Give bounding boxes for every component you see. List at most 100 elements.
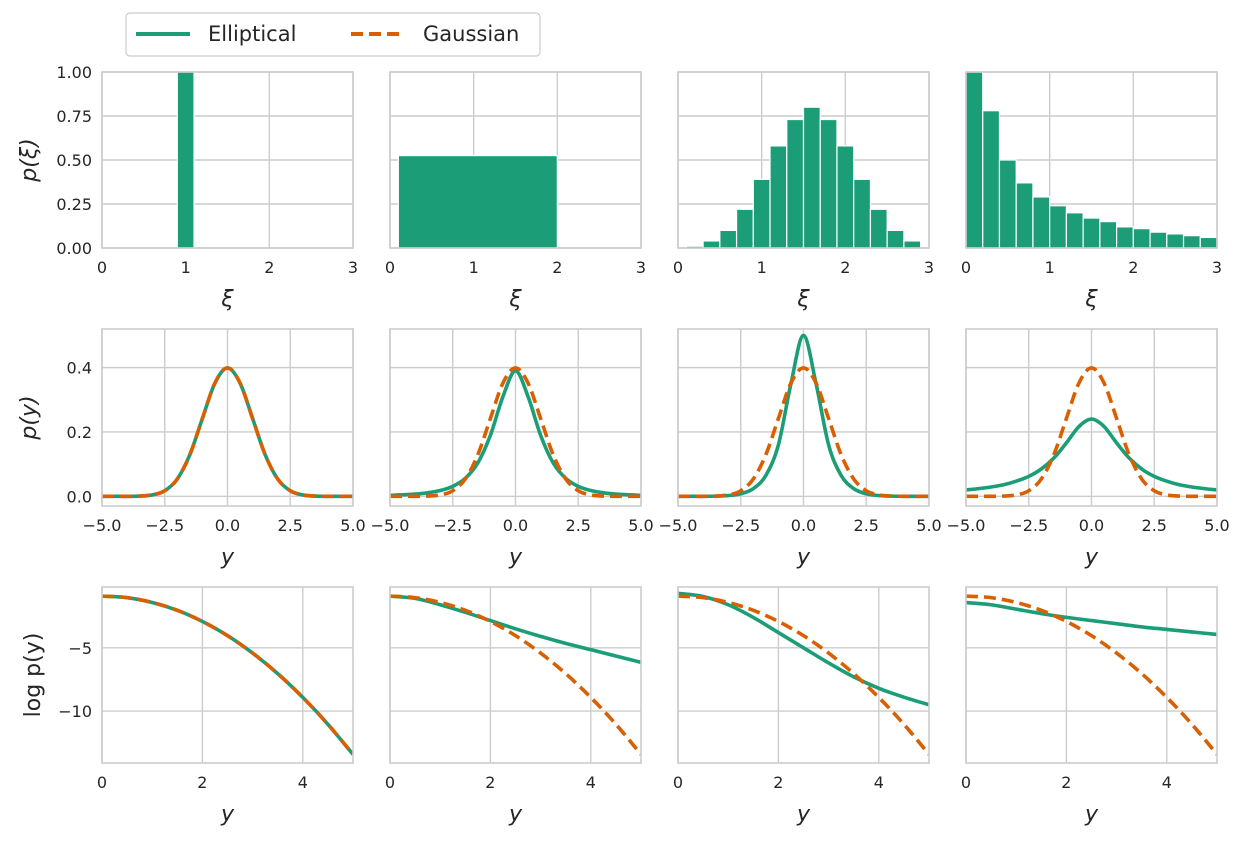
- panel-r3-c3: 0 2 4 y: [673, 586, 930, 827]
- legend-label-gaussian: Gaussian: [423, 22, 519, 46]
- panel-r1-c3-bar-2: [702, 240, 721, 248]
- panel-r2-c3-xtick-label: −2.5: [721, 516, 760, 535]
- panel-r3-c4-frame: [965, 586, 1218, 764]
- panel-r3-c1-xlabel: y: [220, 802, 235, 827]
- panel-r1-c3-xtick-label: 1: [757, 258, 767, 277]
- panel-r2-c1-xtick-label: −2.5: [145, 516, 184, 535]
- panel-r1-c1-ytick-label: 0.25: [56, 195, 92, 214]
- panel-r3-c3-xlabel: y: [796, 802, 811, 827]
- panel-r2-c2-line-gaussian: [390, 366, 641, 499]
- panel-r3-c2-marks: [390, 594, 641, 756]
- panel-r3-c4-xtick-label: 0: [961, 773, 971, 792]
- panel-r1-c3-bar-12: [869, 208, 888, 248]
- panel-r1-c4-bar-14: [1182, 235, 1201, 248]
- panel-r2-c3-xtick-label: −5.0: [659, 516, 698, 535]
- panel-r1-c1-xtick-label: 1: [181, 258, 191, 277]
- panel-r3-c1-xtick-label: 0: [97, 773, 107, 792]
- panel-r1-c4-xtick-label: 1: [1045, 258, 1055, 277]
- panel-r3-c4: 0 2 4 y: [961, 586, 1218, 827]
- panel-r2-c1-line-gaussian: [102, 366, 353, 499]
- panel-r1-c3-xtick-label: 2: [840, 258, 850, 277]
- panel-r1-c3-bar-11: [853, 178, 872, 248]
- panel-r2-c1: −5.0 −2.5 0.0 2.5 5.0 0.0 0.2 0.4 y p(y): [17, 328, 366, 570]
- panel-r1-c3-bar-3: [719, 229, 738, 248]
- panel-r1-c1-frame: [101, 71, 354, 249]
- panel-r2-c2-xtick-label: −2.5: [433, 516, 472, 535]
- panel-r1-c3-frame: [677, 71, 930, 249]
- panel-r1-c4-xlabel: ξ: [1084, 287, 1098, 312]
- legend-label-elliptical: Elliptical: [208, 22, 296, 46]
- panel-r1-c4-bar-4: [1015, 182, 1034, 248]
- panel-r1-c2-xtick-label: 3: [636, 258, 646, 277]
- panel-r2-c2-xtick-label: −5.0: [371, 516, 410, 535]
- panel-r1-c4-bar-12: [1149, 231, 1168, 248]
- panel-r1-c1-ytick-label: 1.00: [56, 63, 92, 82]
- panel-r1-c4-bar-9: [1099, 221, 1118, 248]
- panel-r2-c4-xtick-label: 5.0: [1204, 516, 1229, 535]
- panel-r3-c4-line-elliptical: [966, 600, 1217, 637]
- panel-r1-c4-bar-11: [1132, 228, 1151, 248]
- panel-r2-c1-marks: [102, 366, 353, 499]
- panel-r1-c3-xtick-label: 0: [673, 258, 683, 277]
- panel-r1-c3-bar-6: [769, 145, 788, 248]
- panel-r2-c4-xtick-label: 0.0: [1079, 516, 1104, 535]
- panel-r2-c1-ylabel: p(y): [17, 395, 42, 440]
- panel-r1-c1-marks: [176, 72, 195, 248]
- panel-r3-c1-frame: [101, 586, 354, 764]
- panel-r2-c2-frame: [389, 328, 642, 507]
- panel-r3-c4-xtick-label: 4: [1162, 773, 1172, 792]
- legend: Elliptical Gaussian: [125, 12, 541, 57]
- panel-r3-c1-ylabel: log p(y): [21, 633, 46, 718]
- panel-r2-c1-xtick-label: 2.5: [278, 516, 303, 535]
- panel-r1-c4-bar-8: [1082, 217, 1101, 248]
- panel-r2-c4-line-elliptical: [966, 417, 1217, 492]
- panel-r2-c3-xtick-label: 2.5: [854, 516, 879, 535]
- panel-r3-c3-xtick-label: 0: [673, 773, 683, 792]
- panel-r2-c1-ytick-label: 0.4: [67, 359, 92, 378]
- panel-r3-c1-line-gaussian: [102, 594, 353, 756]
- panel-r2-c1-ytick-label: 0.2: [67, 423, 92, 442]
- panel-r1-c4-bar-15: [1199, 236, 1217, 248]
- panel-r3-c2-line-gaussian: [390, 594, 641, 756]
- panel-r2-c1-ytick-label: 0.0: [67, 487, 92, 506]
- panel-r2-c4-line-gaussian: [966, 366, 1217, 499]
- panel-r1-c4-bar-13: [1166, 233, 1185, 248]
- panel-r1-c1-ytick-label: 0.75: [56, 107, 92, 126]
- panel-r1-c3: 0 1 2 3 ξ: [673, 71, 934, 312]
- panel-r2-c3-xlabel: y: [796, 545, 811, 570]
- panel-r3-c1-ytick-label: −5: [68, 639, 92, 658]
- panel-r2-c3-xtick-label: 0.0: [791, 516, 816, 535]
- panel-r3-c3-frame: [677, 586, 930, 764]
- panel-r1-c2: 0 1 2 3 ξ: [385, 71, 646, 312]
- panel-r3-c3-line-gaussian: [678, 594, 929, 756]
- panel-r3-c1-ytick-label: −10: [58, 702, 92, 721]
- panel-r2-c3-xtick-label: 5.0: [916, 516, 941, 535]
- panel-r1-c4-bar-7: [1065, 212, 1084, 248]
- panel-r2-c4-xtick-label: −5.0: [947, 516, 986, 535]
- panel-r3-c1-xtick-label: 2: [197, 773, 207, 792]
- panel-r2-c2-xtick-label: 0.0: [503, 516, 528, 535]
- panel-r2-c3: −5.0 −2.5 0.0 2.5 5.0 y: [659, 328, 942, 570]
- panel-r1-c3-xtick-label: 3: [924, 258, 934, 277]
- panel-r2-c4-xlabel: y: [1084, 545, 1099, 570]
- panel-r1-c1-xtick-label: 2: [264, 258, 274, 277]
- panel-r3-c2-xtick-label: 0: [385, 773, 395, 792]
- panel-r1-c2-xtick-label: 1: [469, 258, 479, 277]
- panel-r1-c3-bar-14: [903, 240, 922, 248]
- panel-r2-c1-xtick-label: 5.0: [340, 516, 365, 535]
- panel-r2-c2-marks: [390, 366, 641, 499]
- panel-r2-c1-xtick-label: 0.0: [215, 516, 240, 535]
- panel-r2-c4-xtick-label: 2.5: [1142, 516, 1167, 535]
- panel-r2-c2-xlabel: y: [508, 545, 523, 570]
- panel-r2-c3-marks: [678, 333, 929, 499]
- panel-r1-c3-bar-4: [735, 208, 754, 248]
- panel-r2-c4-marks: [966, 366, 1217, 499]
- panel-r3-c1: 0 2 4 −5 −10 y log p(y): [21, 586, 354, 827]
- panel-r1-c3-bar-9: [819, 118, 838, 248]
- panel-r2-c3-line-gaussian: [678, 366, 929, 499]
- panel-r1-c4: 0 1 2 3 ξ: [961, 71, 1222, 312]
- panel-r1-c3-bar-5: [752, 178, 771, 248]
- panel-r3-c3-marks: [678, 591, 929, 756]
